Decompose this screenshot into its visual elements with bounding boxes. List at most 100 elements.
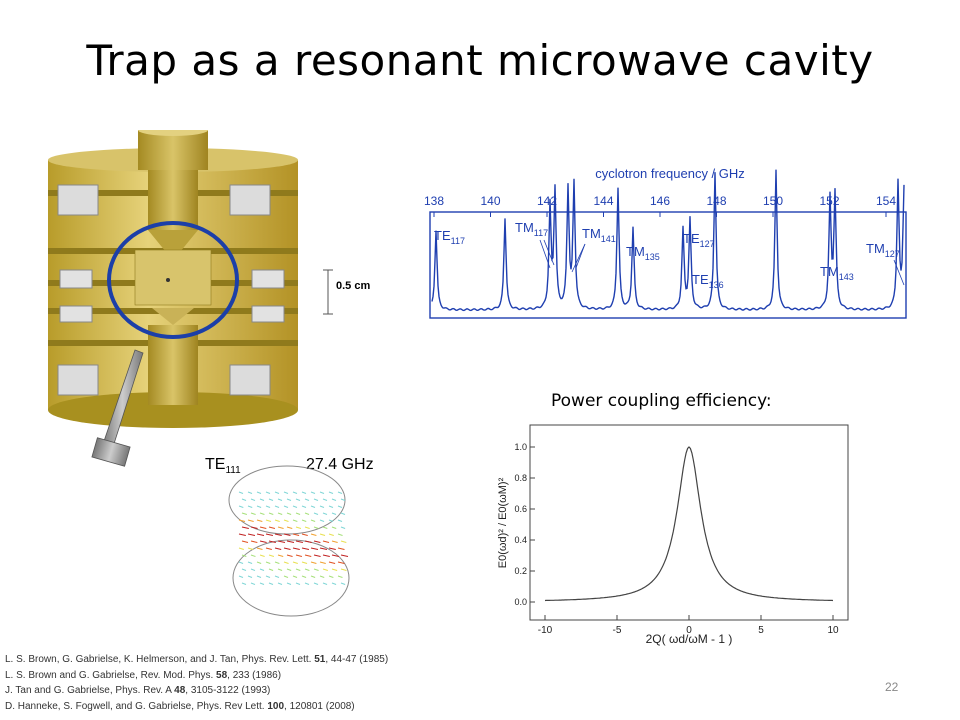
field-vector (268, 540, 276, 543)
field-vector (328, 505, 334, 508)
field-vector (250, 554, 256, 557)
field-vector (340, 512, 346, 515)
field-vector (277, 498, 283, 501)
peak-label: TM143 (820, 264, 854, 282)
coupling-x-tick-label: 10 (827, 625, 839, 636)
field-vector (328, 547, 336, 550)
field-vector (292, 519, 298, 522)
field-vector (328, 519, 334, 522)
field-vector (295, 554, 303, 557)
field-vector (301, 491, 307, 494)
field-vector (274, 547, 282, 550)
coupling-y-tick-label: 0.8 (514, 473, 527, 483)
coupling-y-tick-label: 0.2 (514, 566, 527, 576)
field-vector (241, 540, 249, 543)
field-vector (328, 561, 336, 564)
field-vector (295, 526, 302, 529)
field-vector (295, 498, 301, 501)
field-vector (259, 526, 267, 529)
field-vector (319, 561, 326, 564)
field-vector (322, 512, 328, 515)
field-vector (310, 547, 319, 550)
coupling-y-axis-label: E0(ωd)² / E0(ωM)² (497, 477, 509, 568)
field-vector (283, 505, 289, 508)
field-vector (268, 498, 274, 501)
field-vector (292, 491, 298, 494)
field-vector (337, 491, 343, 494)
field-vector (241, 554, 247, 557)
field-vector (247, 561, 253, 564)
field-vector (310, 505, 316, 508)
field-vector (304, 582, 310, 585)
field-vector (238, 491, 244, 494)
spectrum-tick-label: 146 (650, 194, 670, 208)
field-vector (331, 554, 340, 557)
field-vector (301, 505, 307, 508)
field-vector (286, 526, 293, 529)
field-vector (340, 526, 346, 529)
spectrum-tick-label: 142 (537, 194, 557, 208)
field-vector (241, 568, 247, 571)
field-vector (319, 505, 325, 508)
field-vector (265, 575, 271, 578)
page-number: 22 (885, 680, 899, 694)
field-vector (277, 540, 286, 543)
field-vector (331, 582, 337, 585)
field-vector (277, 582, 283, 585)
field-vector (340, 554, 349, 557)
field-vector (313, 498, 319, 501)
field-vector (322, 568, 328, 571)
field-vector (304, 498, 310, 501)
field-vector (286, 554, 293, 557)
field-vector (265, 505, 271, 508)
spectrum-axis-title: cyclotron frequency / GHz (595, 166, 745, 181)
field-vector (265, 519, 272, 522)
field-vector (310, 575, 316, 578)
field-vector (337, 561, 345, 564)
field-vector (265, 547, 272, 550)
field-vector (250, 512, 256, 515)
field-vector (283, 561, 289, 564)
field-vector (313, 540, 321, 543)
field-vector (238, 505, 244, 508)
field-vector (268, 582, 274, 585)
field-vector (250, 582, 256, 585)
field-vector (277, 554, 284, 557)
field-vector (283, 519, 289, 522)
field-vector (274, 561, 280, 564)
spectrum-tick-label: 138 (424, 194, 444, 208)
coupling-y-tick-label: 0.6 (514, 504, 527, 514)
field-vector (340, 568, 347, 571)
field-vector (277, 526, 284, 529)
peak-label: TM141 (582, 226, 616, 244)
field-vector (259, 568, 265, 571)
field-vector (238, 561, 244, 564)
field-vector (247, 575, 253, 578)
field-vector (286, 582, 292, 585)
field-vector (340, 582, 346, 585)
field-vector (283, 575, 289, 578)
coupling-y-tick-label: 0.4 (514, 535, 527, 545)
trap-cutaway-illustration (48, 130, 298, 467)
field-vector (328, 575, 334, 578)
field-vector (313, 554, 321, 557)
coupling-y-tick-label: 1.0 (514, 442, 527, 452)
field-vector (313, 526, 319, 529)
field-vector (247, 491, 253, 494)
field-vector (313, 512, 319, 515)
spectrum-frame (429, 211, 907, 319)
field-vector (328, 491, 334, 494)
field-vector (283, 547, 291, 550)
coupling-x-tick-label: -10 (538, 625, 553, 636)
field-vector (256, 575, 262, 578)
field-vector (337, 505, 343, 508)
cyclotron-spectrum-plot: cyclotron frequency / GHz 138 140 142 144 14… (424, 166, 907, 319)
field-vector (250, 540, 258, 543)
field-vector (331, 540, 338, 543)
field-vector (337, 533, 343, 536)
coupling-y-tick-label: 0.0 (514, 597, 527, 607)
field-vector (310, 491, 316, 494)
field-vector (286, 498, 292, 501)
peak-label: TM135 (626, 244, 660, 262)
field-vector (328, 533, 334, 536)
